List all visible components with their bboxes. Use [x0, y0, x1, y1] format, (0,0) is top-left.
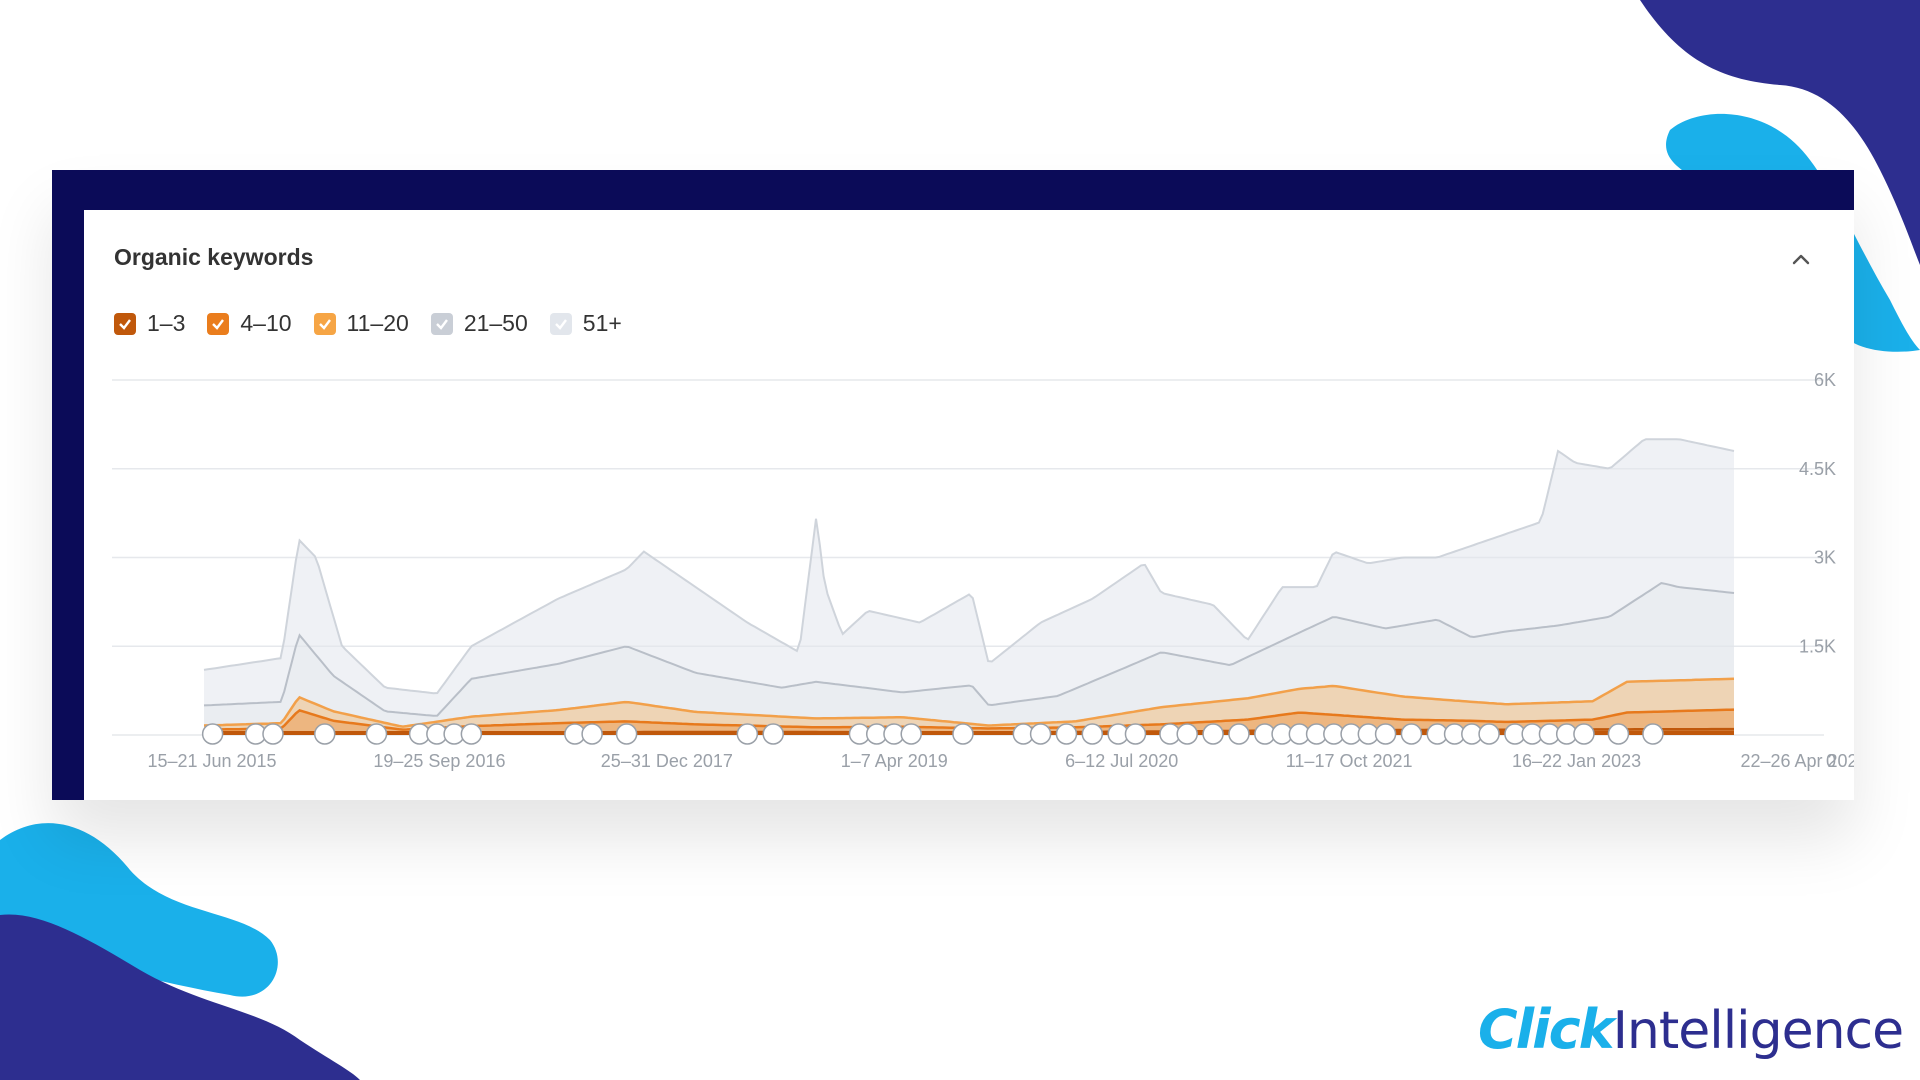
legend-label: 1–3 — [147, 310, 186, 336]
y-tick-label: 4.5K — [1799, 459, 1836, 479]
legend-label: 21–50 — [463, 310, 528, 336]
legend-item-1-3[interactable]: 1–3 — [114, 310, 185, 337]
x-tick-label: 19–25 Sep 2016 — [373, 751, 505, 771]
update-marker-icon — [262, 723, 284, 745]
update-marker-icon — [952, 723, 974, 745]
checkbox-icon[interactable] — [114, 312, 136, 335]
checkbox-icon[interactable] — [313, 312, 336, 335]
update-marker-icon — [762, 723, 784, 745]
x-tick-label: 15–21 Jun 2015 — [147, 751, 276, 771]
series — [203, 438, 1735, 735]
top-right-blob-dark — [1640, 0, 1920, 265]
update-marker-icon — [1124, 723, 1147, 745]
update-marker-icon — [1081, 723, 1104, 745]
update-marker-icon — [900, 723, 922, 745]
card-title: Organic keywords — [114, 244, 314, 270]
update-marker-icon — [1400, 723, 1423, 745]
series-line-2 — [203, 677, 1735, 728]
x-tick-label: 11–17 Oct 2021 — [1286, 751, 1413, 771]
update-marker-icon — [1374, 723, 1397, 745]
update-marker-icon — [365, 723, 388, 745]
brand-intelligence: Intelligence — [1612, 1001, 1905, 1061]
update-marker-icon — [460, 723, 483, 745]
update-marker-icon — [1202, 723, 1224, 745]
update-marker-icon — [1607, 723, 1630, 745]
update-marker-icon — [736, 723, 759, 745]
legend-label: 11–20 — [346, 310, 409, 336]
organic-keywords-chart: 0 1.5K 3K 4.5K 6K 15–21 Jun 2015 19–25 Sep 201… — [112, 370, 1854, 771]
update-marker-icon — [313, 723, 336, 745]
chart-legend: 1–3 4–10 11–20 21–50 51+ — [114, 310, 622, 337]
bottom-left-blob-dark — [0, 914, 360, 1080]
legend-label: 4–10 — [240, 310, 292, 336]
legend-item-4-10[interactable]: 4–10 — [207, 310, 292, 337]
series-line-4 — [203, 438, 1735, 695]
series-area-2 — [204, 678, 1734, 735]
update-marker-icon — [201, 723, 224, 745]
legend-item-51-plus[interactable]: 51+ — [549, 310, 622, 337]
chevron-up-icon[interactable] — [1788, 246, 1814, 272]
legend-label: 51+ — [582, 310, 622, 336]
brand-click: Click — [1478, 998, 1615, 1061]
update-marker-icon — [581, 723, 603, 745]
axes: 0 1.5K 3K 4.5K 6K 15–21 Jun 2015 19–25 Sep 201… — [147, 370, 1854, 771]
organic-keywords-card: Organic keywords 1–3 4–10 11–20 21–50 51… — [84, 210, 1854, 800]
update-marker-icon — [1478, 723, 1500, 745]
brand-logo: Click Intelligence — [1478, 998, 1905, 1061]
checkbox-icon[interactable] — [207, 312, 230, 335]
x-tick-label: 16–22 Jan 2023 — [1512, 751, 1641, 771]
annotation-markers — [201, 723, 1664, 745]
x-tick-label: 6–12 Jul 2020 — [1065, 751, 1178, 771]
legend-item-11-20[interactable]: 11–20 — [313, 310, 409, 337]
update-marker-icon — [615, 723, 638, 745]
update-marker-icon — [1176, 723, 1198, 745]
legend-item-21-50[interactable]: 21–50 — [430, 310, 528, 337]
y-tick-label: 3K — [1814, 548, 1836, 568]
y-tick-label: 1.5K — [1799, 636, 1836, 656]
y-tick-label: 0 — [1826, 751, 1836, 771]
x-tick-label: 1–7 Apr 2019 — [841, 751, 948, 771]
update-marker-icon — [1573, 723, 1595, 745]
x-tick-label: 25–31 Dec 2017 — [601, 751, 733, 771]
checkbox-icon[interactable] — [430, 312, 453, 335]
checkbox-icon[interactable] — [549, 312, 572, 335]
x-tick-label: 22–26 Apr 2024 — [1740, 751, 1854, 771]
update-marker-icon — [1055, 723, 1078, 745]
series-line-3 — [203, 582, 1735, 717]
update-marker-icon — [1642, 723, 1664, 745]
update-marker-icon — [1228, 723, 1250, 745]
series-area-4 — [204, 439, 1734, 735]
update-marker-icon — [1029, 723, 1052, 745]
y-tick-label: 6K — [1814, 370, 1836, 390]
